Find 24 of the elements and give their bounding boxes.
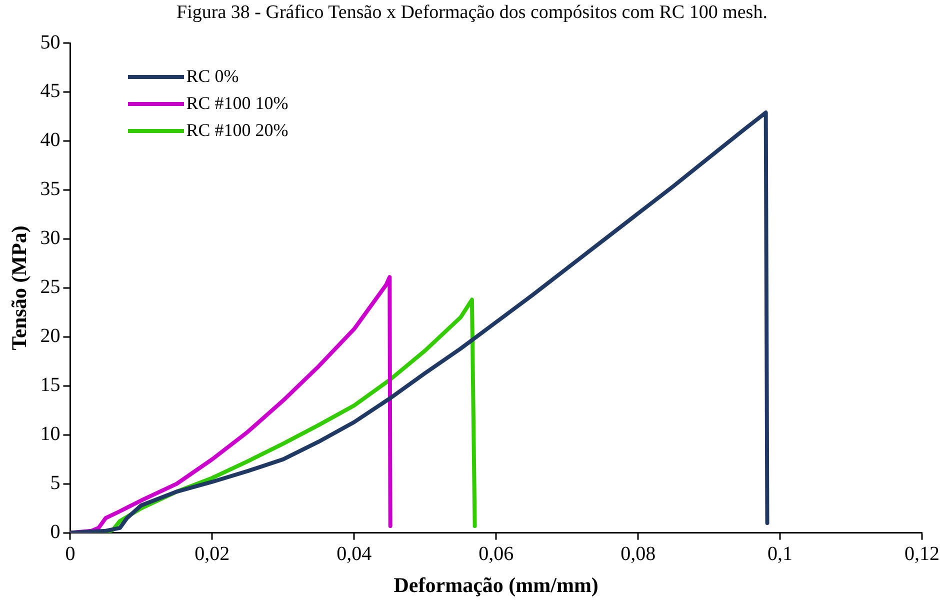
y-tick-label: 30 [40, 227, 60, 250]
x-tick-label: 0,04 [336, 543, 372, 566]
legend-label: RC 0% [186, 66, 239, 87]
y-tick-label: 25 [40, 276, 60, 298]
x-axis-title: Deformação (mm/mm) [394, 572, 598, 597]
y-tick-label: 35 [40, 178, 60, 200]
legend-label: RC #100 20% [186, 120, 288, 141]
y-tick-label: 20 [40, 325, 60, 348]
y-tick-label: 50 [40, 31, 60, 54]
y-axis-title: Tensão (MPa) [7, 226, 32, 350]
x-tick-label: 0,02 [194, 543, 230, 566]
x-tick-label: 0,1 [768, 543, 793, 566]
x-tick-label: 0,12 [904, 543, 940, 566]
x-tick-label: 0,08 [620, 543, 656, 566]
chart-title: Figura 38 - Gráfico Tensão x Deformação dos compósitos com RC 100 mesh. [176, 2, 768, 24]
y-tick-label: 15 [40, 374, 60, 396]
y-tick-label: 40 [40, 129, 60, 152]
x-tick-label: 0 [65, 543, 76, 566]
x-tick-label: 0,06 [478, 543, 514, 566]
y-tick-label: 10 [40, 423, 60, 446]
y-tick-label: 45 [40, 80, 60, 102]
y-tick-label: 5 [50, 472, 60, 494]
legend-label: RC #100 10% [186, 93, 288, 114]
y-tick-label: 0 [50, 521, 60, 544]
